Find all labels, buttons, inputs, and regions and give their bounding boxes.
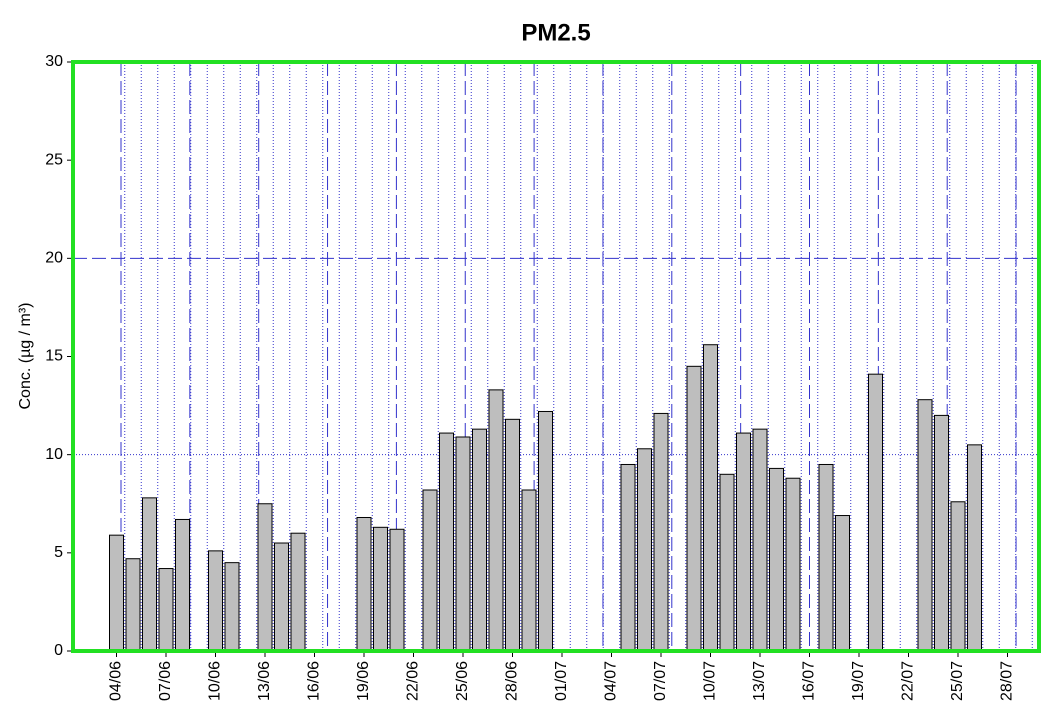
x-tick-label: 25/06 bbox=[454, 661, 471, 701]
bar bbox=[686, 365, 702, 652]
y-tick-label: 5 bbox=[54, 544, 63, 561]
x-tick-label: 04/06 bbox=[108, 661, 125, 701]
bar bbox=[125, 558, 141, 652]
x-tick-label: 13/06 bbox=[256, 661, 273, 701]
bar bbox=[653, 412, 669, 652]
bar bbox=[274, 542, 289, 652]
bar bbox=[950, 501, 966, 652]
bar bbox=[142, 497, 157, 652]
y-tick-label: 20 bbox=[45, 250, 63, 267]
bar bbox=[109, 534, 124, 652]
bar bbox=[769, 467, 784, 652]
bar bbox=[257, 503, 273, 652]
x-tick-label: 10/07 bbox=[702, 661, 719, 701]
bar bbox=[224, 562, 240, 652]
x-tick-label: 28/07 bbox=[999, 661, 1016, 701]
bar bbox=[934, 414, 949, 652]
bar bbox=[472, 428, 487, 652]
bar bbox=[538, 410, 553, 652]
bar bbox=[752, 428, 768, 652]
y-tick-label: 0 bbox=[54, 642, 63, 659]
bar bbox=[521, 489, 537, 652]
bar bbox=[835, 515, 850, 652]
bar bbox=[967, 444, 982, 652]
x-tick-label: 22/07 bbox=[900, 661, 917, 701]
bar bbox=[736, 432, 751, 652]
bar bbox=[785, 477, 801, 652]
y-axis-label: Conc. (µg / m³) bbox=[17, 302, 34, 409]
bar bbox=[422, 489, 438, 652]
x-tick-label: 07/06 bbox=[157, 661, 174, 701]
bar bbox=[818, 463, 834, 652]
bar bbox=[208, 550, 223, 652]
x-tick-label: 01/07 bbox=[553, 661, 570, 701]
bar bbox=[637, 448, 652, 652]
bar bbox=[389, 528, 405, 652]
bar bbox=[373, 526, 388, 652]
x-tick-label: 19/07 bbox=[850, 661, 867, 701]
bar bbox=[455, 436, 471, 652]
bar bbox=[917, 399, 933, 652]
x-tick-label: 10/06 bbox=[207, 661, 224, 701]
bar bbox=[620, 463, 636, 652]
x-tick-label: 28/06 bbox=[504, 661, 521, 701]
bar bbox=[439, 432, 454, 652]
y-tick-label: 25 bbox=[45, 151, 63, 168]
x-tick-label: 13/07 bbox=[751, 661, 768, 701]
x-tick-label: 07/07 bbox=[652, 661, 669, 701]
bar bbox=[175, 518, 190, 652]
bar bbox=[290, 532, 306, 652]
bar bbox=[719, 473, 735, 652]
bar bbox=[703, 344, 718, 652]
y-tick-label: 15 bbox=[45, 348, 63, 365]
bar bbox=[158, 568, 174, 652]
bar bbox=[356, 516, 372, 652]
x-tick-label: 19/06 bbox=[355, 661, 372, 701]
y-tick-label: 10 bbox=[45, 446, 63, 463]
x-tick-label: 16/06 bbox=[306, 661, 323, 701]
x-tick-label: 25/07 bbox=[949, 661, 966, 701]
chart-title: PM2.5 bbox=[521, 19, 590, 46]
y-tick-label: 30 bbox=[45, 53, 63, 70]
bar bbox=[505, 418, 520, 652]
x-tick-label: 22/06 bbox=[405, 661, 422, 701]
x-tick-label: 04/07 bbox=[603, 661, 620, 701]
x-tick-label: 16/07 bbox=[801, 661, 818, 701]
bar bbox=[488, 389, 504, 652]
bar bbox=[868, 373, 883, 652]
